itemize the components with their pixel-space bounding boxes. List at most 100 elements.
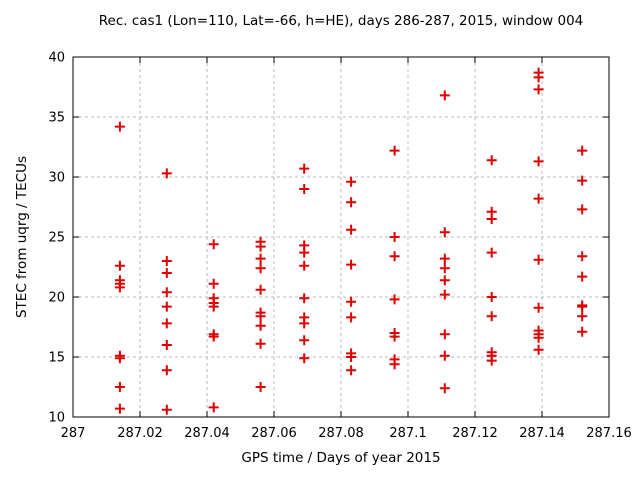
data-point-marker: [161, 168, 172, 179]
data-point-marker: [299, 247, 310, 258]
data-point-marker: [577, 311, 588, 322]
data-point-marker: [161, 256, 172, 266]
data-point-marker: [486, 292, 497, 302]
data-point-marker: [208, 402, 219, 413]
x-tick-label: 287.1: [389, 426, 426, 441]
data-point-marker: [161, 365, 172, 376]
x-tick-label: 287.06: [251, 426, 297, 441]
data-point-marker: [299, 335, 310, 346]
data-point-marker: [439, 253, 450, 264]
data-point-marker: [577, 204, 588, 215]
data-point-marker: [439, 263, 450, 274]
data-point-marker: [255, 311, 266, 322]
data-point-marker: [161, 318, 172, 329]
data-point-marker: [346, 224, 357, 235]
data-point-marker: [255, 253, 266, 264]
data-point-marker: [346, 365, 357, 376]
data-point-marker: [346, 352, 357, 362]
data-point-marker: [299, 260, 310, 271]
data-point-marker: [114, 260, 125, 271]
data-point-marker: [577, 271, 588, 282]
x-tick-label: 287.12: [452, 426, 498, 441]
data-point-marker: [486, 155, 497, 166]
data-point-marker: [114, 382, 125, 392]
data-point-marker: [114, 282, 125, 293]
data-point-marker: [439, 275, 450, 286]
x-tick-label: 287.04: [184, 426, 230, 441]
x-tick-label: 287.16: [586, 426, 632, 441]
data-point-marker: [299, 163, 310, 174]
data-point-marker: [439, 90, 450, 101]
data-point-marker: [533, 193, 544, 204]
data-point-marker: [346, 197, 357, 208]
data-point-marker: [161, 268, 172, 278]
data-point-marker: [577, 326, 588, 337]
data-point-marker: [255, 263, 266, 274]
data-point-marker: [439, 289, 450, 300]
data-point-marker: [114, 121, 125, 132]
data-point-marker: [439, 350, 450, 361]
data-point-marker: [577, 175, 588, 186]
data-point-marker: [299, 318, 310, 329]
data-point-marker: [208, 331, 219, 342]
x-tick-label: 287.08: [318, 426, 364, 441]
data-point-marker: [208, 301, 219, 312]
data-point-marker: [161, 301, 172, 312]
data-point-marker: [533, 72, 544, 83]
x-tick-label: 287: [61, 426, 86, 441]
y-tick-label: 30: [48, 171, 65, 186]
data-point-marker: [346, 312, 357, 323]
data-point-marker: [533, 156, 544, 167]
data-point-marker: [346, 296, 357, 307]
data-point-marker: [208, 239, 219, 250]
data-point-marker: [299, 293, 310, 304]
x-axis-label: GPS time / Days of year 2015: [241, 450, 441, 466]
data-point-marker: [533, 254, 544, 265]
data-point-marker: [346, 259, 357, 270]
y-tick-label: 15: [48, 351, 65, 366]
data-point-marker: [577, 145, 588, 156]
data-point-marker: [255, 241, 266, 252]
data-point-marker: [161, 404, 172, 415]
data-point-marker: [299, 353, 310, 364]
data-point-marker: [439, 227, 450, 238]
data-point-marker: [533, 332, 544, 343]
data-point-marker: [346, 176, 357, 187]
x-tick-label: 287.02: [117, 426, 163, 441]
data-point-marker: [486, 247, 497, 258]
data-point-marker: [486, 355, 497, 366]
data-point-marker: [299, 184, 310, 194]
data-point-marker: [577, 301, 588, 312]
data-point-marker: [255, 382, 266, 392]
data-point-marker: [114, 403, 125, 414]
data-point-marker: [389, 331, 400, 342]
data-point-marker: [255, 284, 266, 295]
data-point-marker: [577, 251, 588, 262]
plot-border: [72, 56, 610, 418]
y-tick-label: 40: [48, 51, 65, 66]
data-point-marker: [486, 214, 497, 224]
data-point-marker: [533, 302, 544, 313]
data-point-marker: [389, 294, 400, 305]
data-point-marker: [439, 383, 450, 394]
data-point-marker: [389, 359, 400, 370]
data-point-marker: [486, 311, 497, 322]
x-tick-label: 287.14: [519, 426, 565, 441]
y-tick-label: 10: [48, 411, 65, 426]
data-point-marker: [255, 338, 266, 349]
data-point-marker: [533, 84, 544, 95]
chart-title: Rec. cas1 (Lon=110, Lat=-66, h=HE), days…: [98, 13, 584, 29]
data-point-marker: [161, 340, 172, 350]
y-axis-label: STEC from uqrg / TECUs: [14, 155, 30, 319]
y-tick-label: 35: [48, 111, 65, 126]
data-point-marker: [208, 278, 219, 289]
data-point-marker: [114, 353, 125, 364]
data-point-marker: [439, 329, 450, 340]
y-tick-label: 20: [48, 291, 65, 306]
y-tick-label: 25: [48, 231, 65, 246]
data-point-marker: [533, 344, 544, 355]
data-point-marker: [389, 232, 400, 242]
data-point-marker: [389, 145, 400, 156]
